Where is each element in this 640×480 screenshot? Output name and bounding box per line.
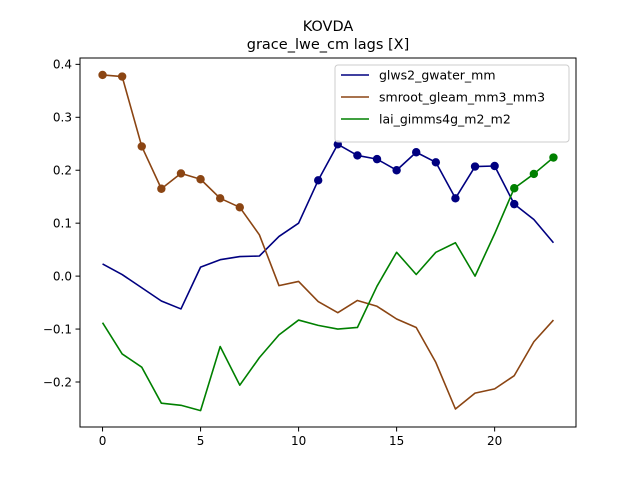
data-point-smroot_gleam_mm3_mm3-0 [98,70,107,80]
y-tick-label: 0.1 [53,216,72,230]
data-point-lai_gimms4g_m2_m2-21 [510,184,519,193]
data-point-glws2_gwater_mm-15 [392,166,401,175]
legend-label-glws2_gwater_mm: glws2_gwater_mm [379,68,496,83]
y-axis: −0.2 −0.1 0.0 0.1 0.2 0.3 0.4 [43,58,80,389]
data-point-glws2_gwater_mm-17 [431,158,441,167]
data-point-smroot_gleam_mm3_mm3-2 [137,142,146,151]
chart-subtitle: grace_lwe_cm lags [X] [247,37,410,53]
data-point-smroot_gleam_mm3_mm3-5 [196,175,205,184]
data-point-smroot_gleam_mm3_mm3-1 [117,72,127,81]
data-point-smroot_gleam_mm3_mm3-6 [215,194,225,203]
legend-label-lai_gimms4g_m2_m2: lai_gimms4g_m2_m2 [379,112,511,127]
series-line-lai_gimms4g_m2_m2 [101,156,554,412]
chart-title: KOVDA [303,19,354,35]
data-point-glws2_gwater_mm-13 [353,151,362,160]
x-tick-label: 0 [99,434,107,448]
x-axis: 0 5 10 15 20 [99,427,502,448]
x-tick-label: 20 [487,434,502,448]
series-line-glws2_gwater_mm [102,143,555,310]
y-tick-label: 0.2 [53,164,72,178]
y-tick-label: 0.0 [53,269,72,283]
y-tick-label: 0.3 [53,111,72,125]
data-point-smroot_gleam_mm3_mm3-3 [157,184,166,193]
data-point-glws2_gwater_mm-14 [372,154,382,164]
data-point-glws2_gwater_mm-20 [490,161,499,171]
y-tick-label: −0.1 [43,322,72,336]
data-point-smroot_gleam_mm3_mm3-7 [235,203,244,212]
x-tick-label: 15 [389,434,404,448]
y-tick-label: 0.4 [53,58,72,72]
legend-box [334,64,570,143]
data-point-lai_gimms4g_m2_m2-23 [549,153,558,162]
y-tick-label: −0.2 [43,375,72,389]
data-point-glws2_gwater_mm-18 [451,194,460,203]
data-point-glws2_gwater_mm-16 [412,148,421,157]
data-point-glws2_gwater_mm-11 [314,176,323,185]
legend-label-smroot_gleam_mm3_mm3: smroot_gleam_mm3_mm3 [379,90,545,105]
x-tick-label: 5 [197,434,205,448]
data-point-lai_gimms4g_m2_m2-22 [529,169,539,179]
data-point-glws2_gwater_mm-21 [510,199,519,209]
x-tick-label: 10 [291,434,306,448]
legend: glws2_gwater_mm smroot_gleam_mm3_mm3 lai_g… [334,64,570,143]
plot-frame [79,57,577,428]
data-point-smroot_gleam_mm3_mm3-4 [176,169,186,178]
plot-area [98,70,558,412]
data-point-glws2_gwater_mm-19 [470,162,480,171]
